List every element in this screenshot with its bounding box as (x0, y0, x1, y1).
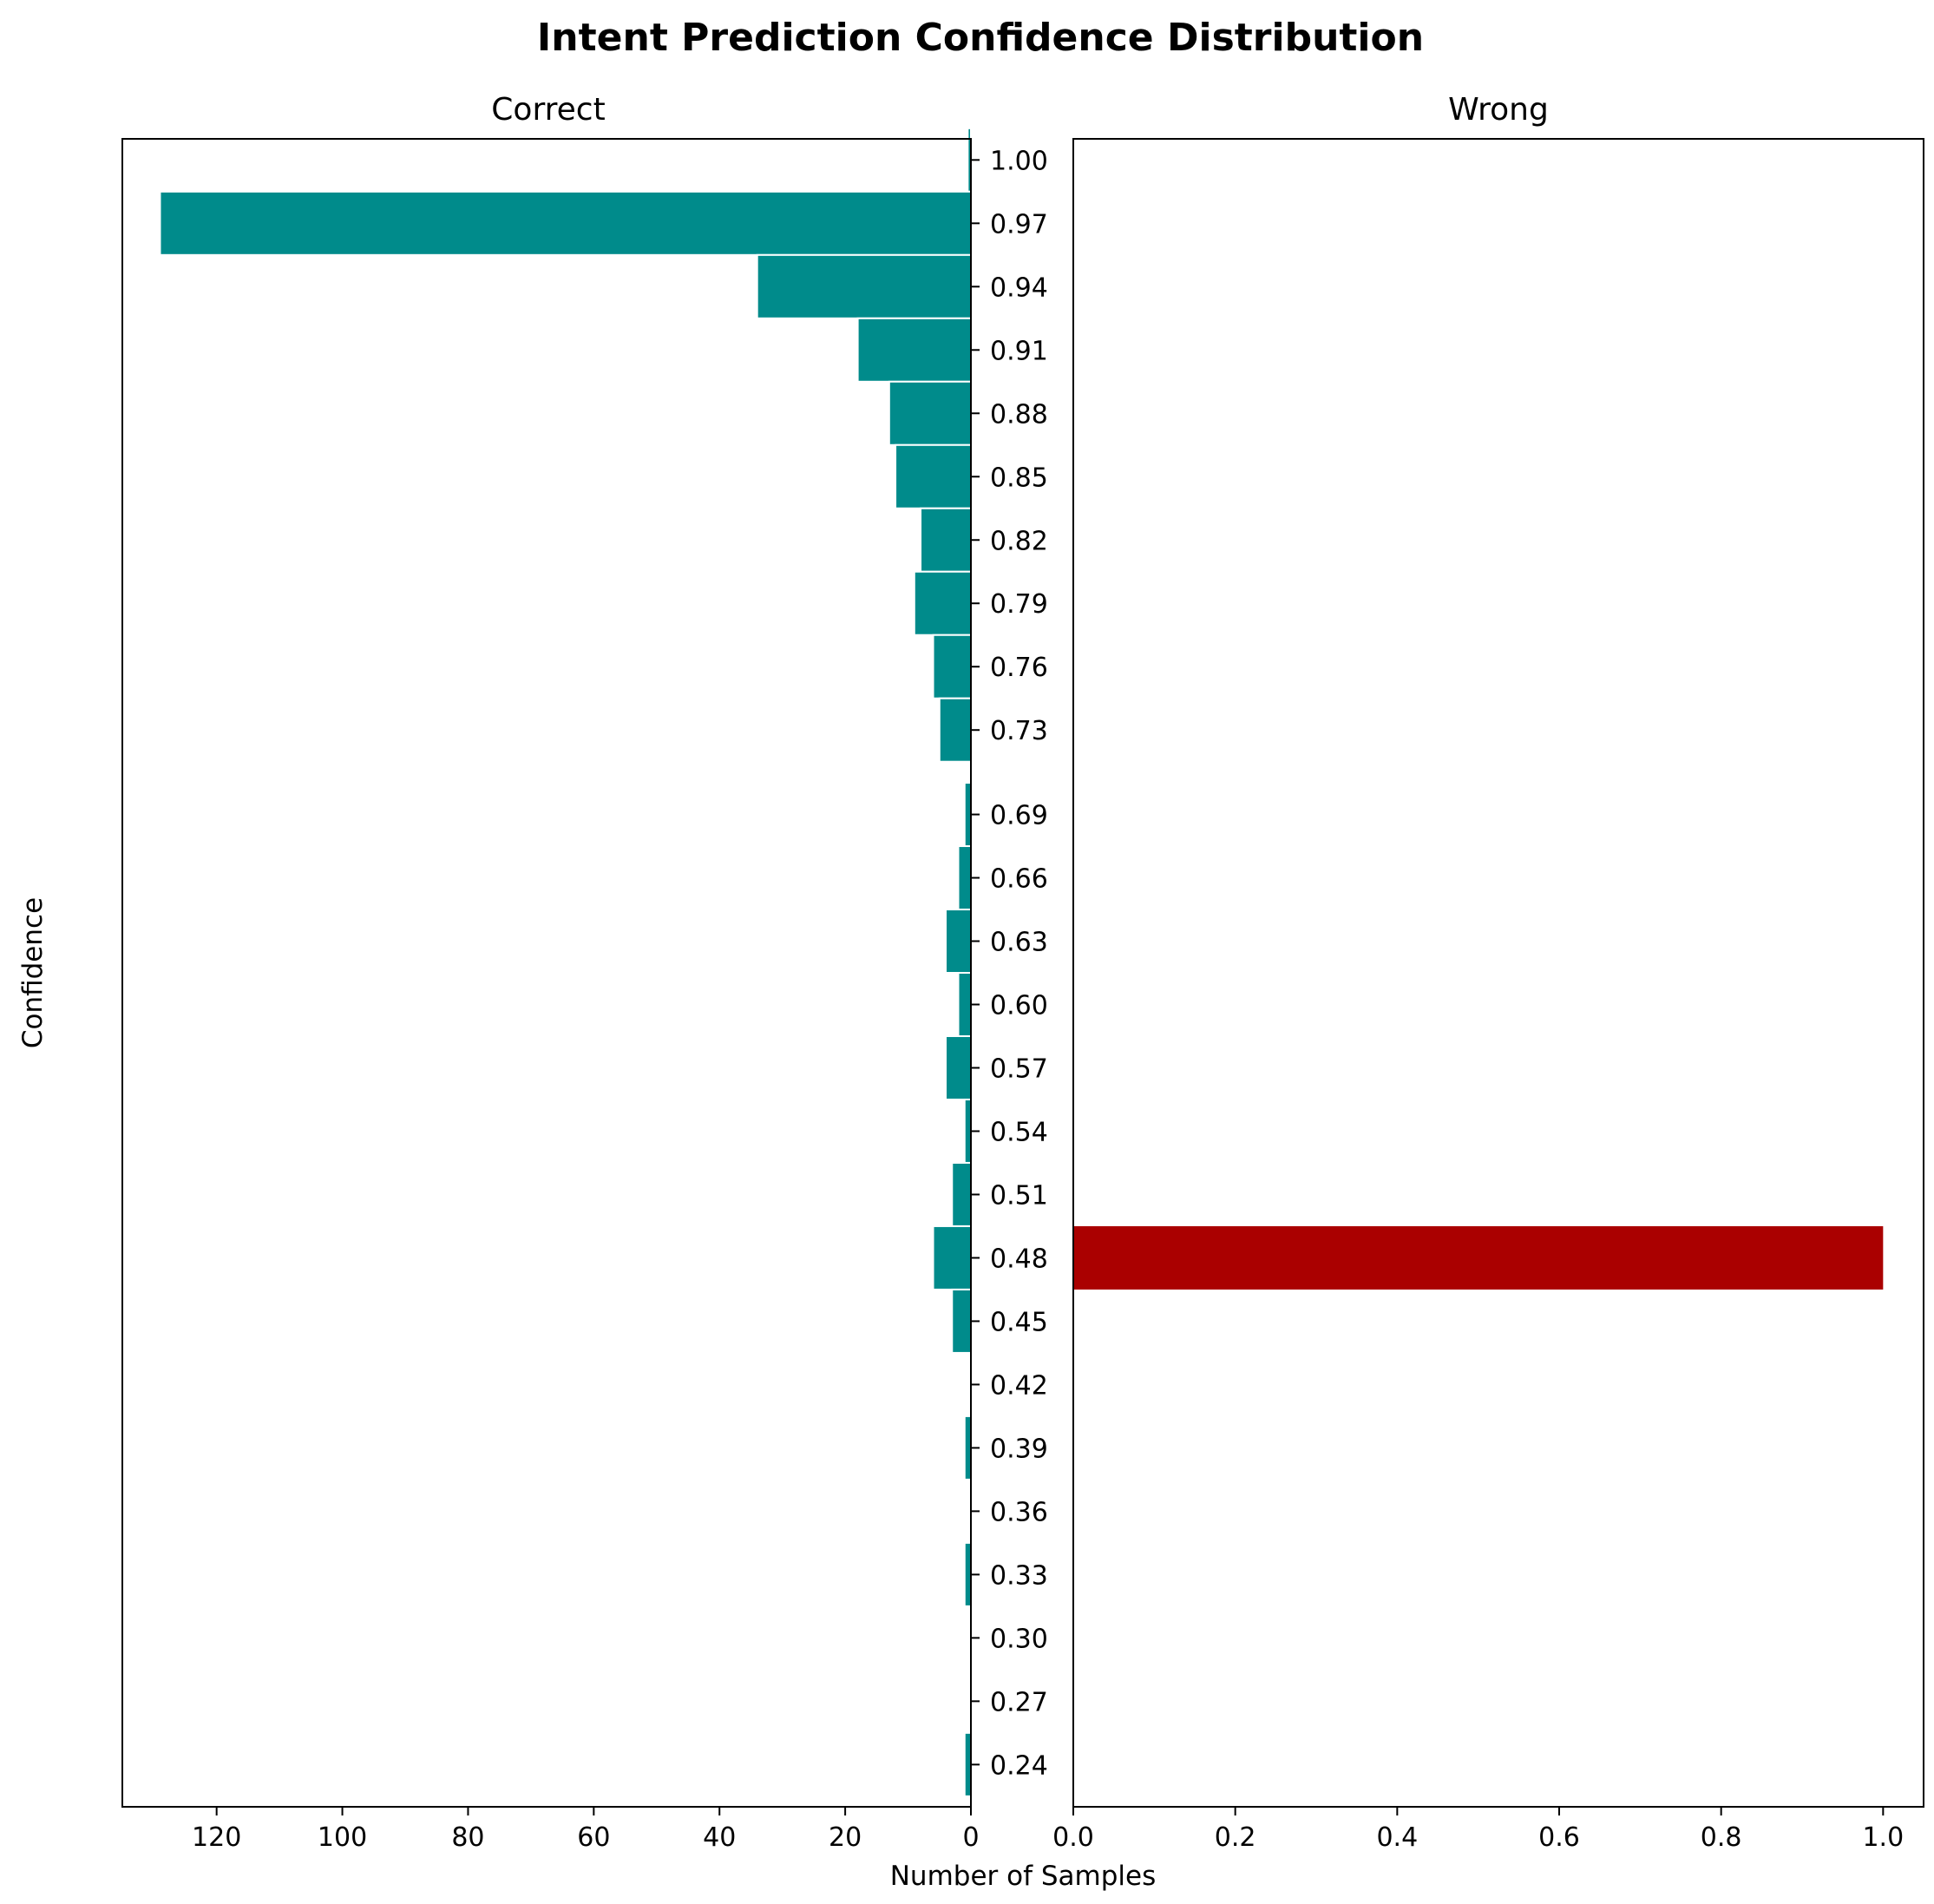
figure-title: Intent Prediction Confidence Distributio… (537, 16, 1424, 60)
y-tick-label: 0.57 (990, 1054, 1048, 1084)
correct-bar (159, 190, 972, 256)
x-tick-label: 0 (962, 1822, 979, 1853)
correct-bar (963, 1098, 973, 1164)
x-tick-label: 120 (192, 1822, 241, 1853)
correct-bar (856, 317, 972, 383)
y-tick-label: 0.66 (990, 864, 1048, 895)
y-tick-label: 0.33 (990, 1560, 1048, 1591)
y-tick-label: 0.39 (990, 1434, 1048, 1464)
y-tick-label: 0.27 (990, 1687, 1048, 1717)
y-tick-label: 0.54 (990, 1117, 1048, 1147)
x-tick-label: 40 (703, 1822, 736, 1853)
correct-bar (963, 1731, 973, 1797)
y-tick-label: 0.79 (990, 589, 1048, 620)
correct-bar (932, 1224, 972, 1290)
y-tick-label: 0.69 (990, 801, 1048, 831)
y-tick-label: 0.73 (990, 716, 1048, 746)
y-axis-label: Confidence (17, 897, 49, 1048)
y-tick-label: 0.51 (990, 1180, 1048, 1211)
left-x-ticks: 120 100 80 60 40 20 0 (192, 1807, 980, 1853)
x-tick-label: 100 (318, 1822, 367, 1853)
y-tick-label: 0.36 (990, 1497, 1048, 1527)
y-tick-label: 1.00 (990, 146, 1048, 176)
y-tick-label: 0.91 (990, 336, 1048, 366)
y-tick-label: 0.60 (990, 990, 1048, 1021)
correct-bar (938, 697, 973, 763)
correct-bar (895, 443, 972, 509)
correct-bar (951, 1288, 973, 1354)
y-tick-labels: 1.00 0.97 0.94 0.91 0.88 0.85 0.82 0.79 0.76 0.73… (971, 146, 1048, 1781)
right-panel-bars (1073, 1225, 1884, 1290)
y-tick-label: 0.97 (990, 209, 1048, 240)
correct-bar (945, 909, 972, 975)
x-tick-label: 0.0 (1052, 1822, 1094, 1853)
x-tick-label: 0.6 (1538, 1822, 1580, 1853)
correct-bar (932, 634, 972, 699)
y-tick-label: 0.85 (990, 463, 1048, 493)
x-tick-label: 0.2 (1215, 1822, 1256, 1853)
correct-bar (888, 380, 973, 446)
y-tick-label: 0.94 (990, 272, 1048, 303)
correct-bar (920, 507, 972, 573)
correct-bar (913, 570, 973, 636)
correct-bar (963, 1415, 973, 1481)
y-tick-label: 0.42 (990, 1370, 1048, 1401)
correct-bar (945, 1034, 972, 1100)
y-tick-label: 0.30 (990, 1624, 1048, 1654)
y-tick-label: 0.48 (990, 1244, 1048, 1274)
correct-bar (957, 845, 972, 911)
left-panel-frame (121, 138, 972, 1808)
correct-bar (963, 1541, 973, 1607)
y-tick-label: 0.88 (990, 399, 1048, 430)
y-tick-label: 0.63 (990, 928, 1048, 958)
right-panel-title: Wrong (1448, 92, 1549, 128)
y-tick-label: 0.76 (990, 653, 1048, 683)
right-x-ticks: 0.0 0.2 0.4 0.6 0.8 1.0 (1052, 1807, 1904, 1853)
y-tick-label: 0.24 (990, 1750, 1048, 1781)
x-tick-label: 0.4 (1376, 1822, 1418, 1853)
y-tick-label: 0.45 (990, 1307, 1048, 1337)
correct-bar (951, 1161, 973, 1227)
left-panel-title: Correct (491, 92, 605, 128)
wrong-bar (1073, 1225, 1884, 1290)
x-axis-label: Number of Samples (890, 1861, 1157, 1892)
right-panel-frame (1072, 138, 1924, 1808)
x-tick-label: 1.0 (1862, 1822, 1904, 1853)
correct-bar (756, 253, 973, 319)
x-tick-label: 0.8 (1701, 1822, 1742, 1853)
y-tick-label: 0.82 (990, 526, 1048, 556)
correct-bar (963, 782, 973, 848)
correct-bar (957, 972, 972, 1037)
x-tick-label: 20 (829, 1822, 862, 1853)
x-tick-label: 80 (451, 1822, 484, 1853)
x-tick-label: 60 (577, 1822, 610, 1853)
